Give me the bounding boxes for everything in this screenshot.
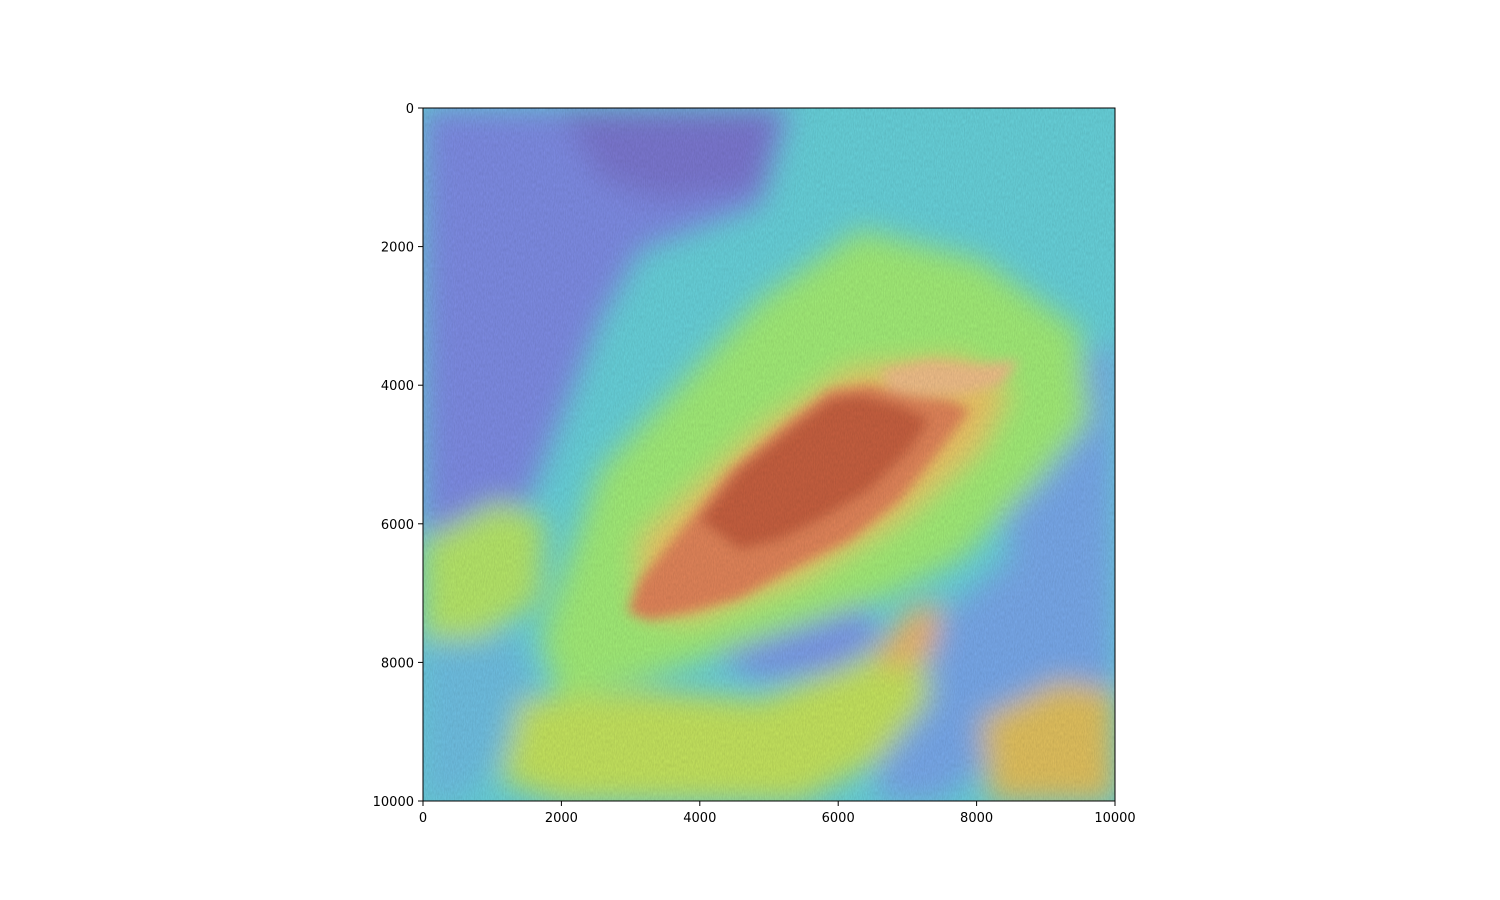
x-tick-label: 0 [419,811,427,826]
y-tick-label: 0 [406,102,414,117]
x-tick-label: 6000 [822,811,855,826]
hillshade-overlay [423,108,1115,801]
x-tick-label: 2000 [545,811,578,826]
x-tick-label: 10000 [1094,811,1135,826]
x-tick-label: 8000 [960,811,993,826]
x-axis: 0 2000 4000 6000 8000 10000 [419,801,1136,826]
y-tick-label: 4000 [381,379,414,394]
y-axis: 0 2000 4000 6000 8000 10000 [373,102,423,810]
axes-frame [422,107,1116,802]
x-tick-label: 4000 [683,811,716,826]
y-tick-label: 10000 [373,795,414,810]
y-tick-label: 8000 [381,656,414,671]
y-tick-label: 2000 [381,241,414,256]
heatmap-image [423,108,1115,801]
y-tick-label: 6000 [381,518,414,533]
